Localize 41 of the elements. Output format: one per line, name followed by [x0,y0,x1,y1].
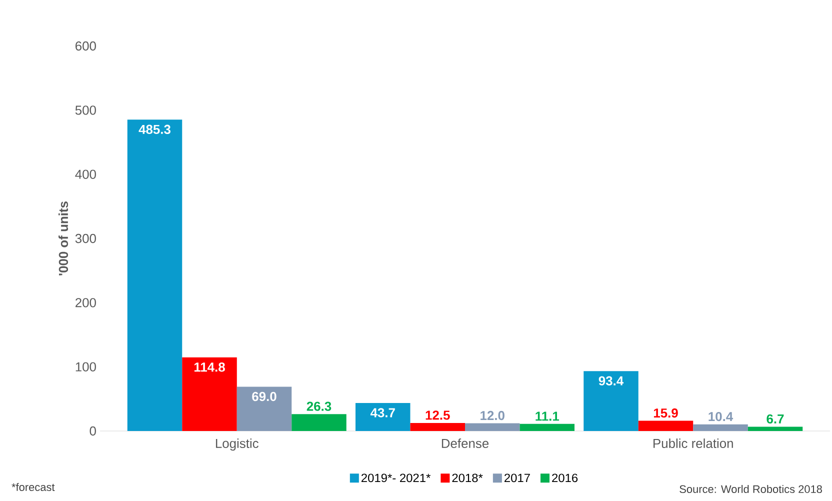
bar [182,357,237,431]
data-label: 114.8 [194,362,225,372]
data-label: 6.7 [766,414,784,424]
bar [693,424,748,431]
data-label: 12.0 [480,410,504,420]
data-label: 485.3 [138,124,170,134]
bar [356,402,410,431]
legend-label: 2019*- 2021* [362,474,430,482]
x-tick-label: Defense [442,438,489,448]
legend-label: 2018* [452,474,483,482]
x-tick-label: Logistic [216,438,258,451]
x-tick-label: Public relation [654,438,733,448]
bar [465,423,520,431]
y-tick-label: 200 [76,298,96,308]
data-label: 11.1 [536,412,560,421]
data-label: 15.9 [654,408,678,418]
data-label: 93.4 [598,376,624,386]
legend-label: 2017 [504,474,530,482]
data-label: 26.3 [306,402,332,411]
bar [520,424,575,431]
legend-label: 2016 [552,474,578,482]
y-tick-label: 600 [76,41,96,51]
data-label: 43.7 [370,408,395,418]
bar [584,371,638,431]
bar [410,422,466,431]
bar [236,386,292,431]
bar [292,414,346,431]
y-tick-label: 100 [76,362,96,372]
bar [638,420,694,431]
data-label: 10.4 [708,412,734,422]
y-tick-label: 500 [75,106,96,115]
bar [748,426,803,431]
data-label: 12.5 [426,410,450,420]
y-tick-label: 0 [90,426,96,436]
bar [127,120,182,431]
text: *forecast [12,482,55,492]
y-tick-label: 400 [75,170,96,179]
data-label: 69.0 [252,392,276,402]
source-note: Source: World Robotics 2018 [680,484,822,494]
y-tick-label: 300 [75,234,96,244]
y-axis-title: '000 of units [58,202,68,276]
